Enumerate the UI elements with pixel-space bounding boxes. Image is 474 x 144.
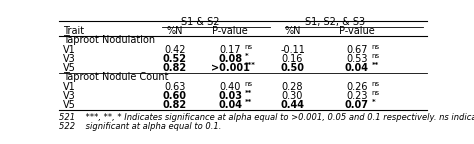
Text: 0.52: 0.52 — [163, 54, 187, 64]
Text: 0.16: 0.16 — [282, 54, 303, 64]
Text: V5: V5 — [63, 100, 76, 110]
Text: 0.17: 0.17 — [219, 45, 241, 55]
Text: 0.26: 0.26 — [346, 82, 367, 92]
Text: 0.07: 0.07 — [345, 100, 369, 110]
Text: 0.04: 0.04 — [345, 63, 369, 73]
Text: P-value: P-value — [339, 26, 374, 36]
Text: 0.60: 0.60 — [163, 91, 187, 101]
Text: 0.28: 0.28 — [282, 82, 303, 92]
Text: *: * — [372, 99, 375, 105]
Text: Taproot Nodule Count: Taproot Nodule Count — [63, 72, 168, 82]
Text: 0.82: 0.82 — [163, 63, 187, 73]
Text: >0.001: >0.001 — [210, 63, 249, 73]
Text: 0.23: 0.23 — [346, 91, 367, 101]
Text: 0.40: 0.40 — [219, 82, 241, 92]
Text: 0.50: 0.50 — [281, 63, 304, 73]
Text: S1 & S2: S1 & S2 — [182, 17, 220, 27]
Text: 0.08: 0.08 — [218, 54, 242, 64]
Text: V5: V5 — [63, 63, 76, 73]
Text: ns: ns — [245, 81, 253, 87]
Text: ns: ns — [372, 44, 380, 50]
Text: %N: %N — [284, 26, 301, 36]
Text: 0.03: 0.03 — [218, 91, 242, 101]
Text: 0.82: 0.82 — [163, 100, 187, 110]
Text: %N: %N — [167, 26, 183, 36]
Text: **: ** — [245, 90, 252, 96]
Text: ***: *** — [245, 62, 255, 68]
Text: Taproot Nodulation: Taproot Nodulation — [63, 35, 155, 45]
Text: Trait: Trait — [63, 26, 84, 36]
Text: 522    significant at alpha equal to 0.1.: 522 significant at alpha equal to 0.1. — [59, 122, 222, 131]
Text: *: * — [245, 53, 248, 59]
Text: 0.63: 0.63 — [164, 82, 186, 92]
Text: 0.30: 0.30 — [282, 91, 303, 101]
Text: -0.11: -0.11 — [280, 45, 305, 55]
Text: 521    ***, **, * Indicates significance at alpha equal to >0.001, 0.05 and 0.1 : 521 ***, **, * Indicates significance at… — [59, 113, 474, 122]
Text: 0.44: 0.44 — [281, 100, 304, 110]
Text: ns: ns — [372, 90, 380, 96]
Text: S1, S2, & S3: S1, S2, & S3 — [305, 17, 365, 27]
Text: ns: ns — [245, 44, 253, 50]
Text: ns: ns — [372, 81, 380, 87]
Text: 0.67: 0.67 — [346, 45, 367, 55]
Text: **: ** — [245, 99, 252, 105]
Text: 0.53: 0.53 — [346, 54, 367, 64]
Text: 0.04: 0.04 — [218, 100, 242, 110]
Text: 0.42: 0.42 — [164, 45, 186, 55]
Text: P-value: P-value — [212, 26, 248, 36]
Text: ns: ns — [372, 53, 380, 59]
Text: V1: V1 — [63, 45, 76, 55]
Text: V3: V3 — [63, 91, 76, 101]
Text: V1: V1 — [63, 82, 76, 92]
Text: V3: V3 — [63, 54, 76, 64]
Text: **: ** — [372, 62, 379, 68]
